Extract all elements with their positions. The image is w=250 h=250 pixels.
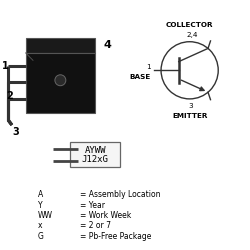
Text: BASE: BASE xyxy=(130,74,151,80)
Text: 2,4: 2,4 xyxy=(186,32,198,38)
Text: 1: 1 xyxy=(2,61,9,71)
Text: 4: 4 xyxy=(104,40,112,50)
Bar xyxy=(26,53,95,112)
Text: WW: WW xyxy=(38,211,53,220)
Text: x: x xyxy=(38,222,42,230)
Text: = Assembly Location: = Assembly Location xyxy=(80,190,161,199)
Text: = Work Week: = Work Week xyxy=(80,211,132,220)
Text: A: A xyxy=(38,190,43,199)
Text: G: G xyxy=(38,232,44,241)
Bar xyxy=(70,142,120,167)
Bar xyxy=(26,38,95,53)
Text: J12xG: J12xG xyxy=(82,155,108,164)
Text: 2: 2 xyxy=(6,92,13,102)
Text: 3: 3 xyxy=(188,102,193,108)
Text: 1: 1 xyxy=(146,64,151,70)
Circle shape xyxy=(161,42,218,99)
Text: AYWW: AYWW xyxy=(84,146,106,155)
Circle shape xyxy=(55,75,66,86)
Text: COLLECTOR: COLLECTOR xyxy=(166,22,214,28)
Text: = Pb-Free Package: = Pb-Free Package xyxy=(80,232,152,241)
Text: Y: Y xyxy=(38,200,42,209)
Text: EMITTER: EMITTER xyxy=(172,112,207,118)
Text: 3: 3 xyxy=(12,128,19,138)
Text: = Year: = Year xyxy=(80,200,105,209)
Text: = 2 or 7: = 2 or 7 xyxy=(80,222,111,230)
